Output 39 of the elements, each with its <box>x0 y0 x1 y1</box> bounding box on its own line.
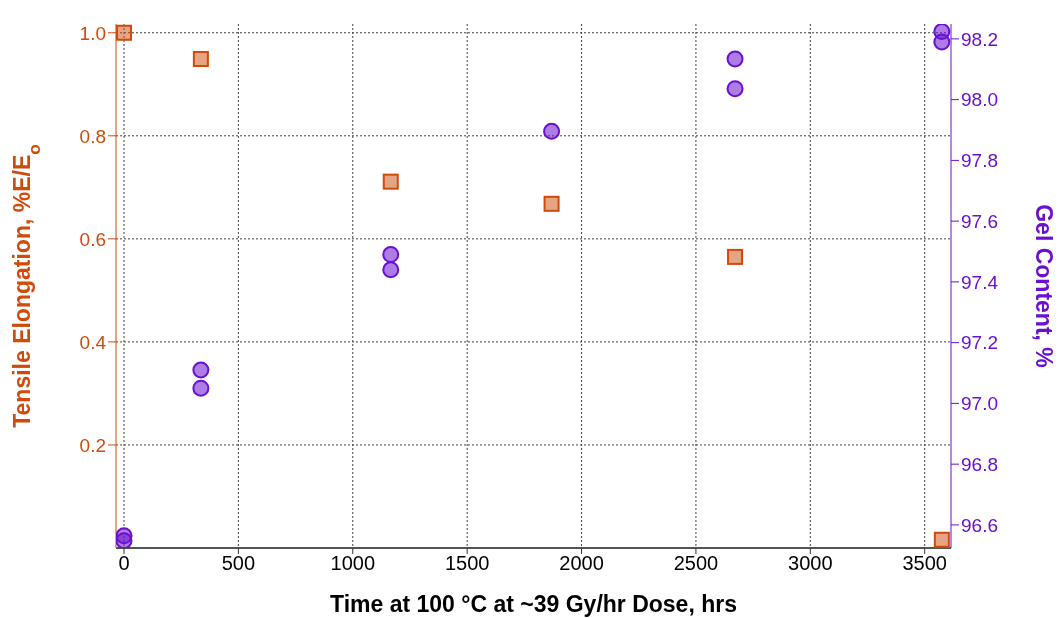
point <box>116 532 133 548</box>
point <box>192 51 209 68</box>
y2-tick-label: 96.8 <box>961 453 998 475</box>
point <box>382 246 400 264</box>
y-tick-label: 0.2 <box>79 434 106 456</box>
x-tick-label: 1000 <box>330 552 376 575</box>
point <box>382 173 399 190</box>
point <box>192 379 210 397</box>
y2-tick-label: 97.6 <box>961 210 998 232</box>
point <box>543 122 561 140</box>
point <box>543 195 560 212</box>
y2-tick-label: 98.2 <box>961 28 998 50</box>
x-tick-label: 1500 <box>444 552 490 575</box>
point <box>933 531 950 548</box>
x-tick-label: 2000 <box>559 552 604 575</box>
x-tick-label: 0 <box>118 552 130 575</box>
point <box>933 33 951 51</box>
y-tick-label: 0.4 <box>79 331 107 353</box>
y2-tick-label: 96.6 <box>961 514 998 536</box>
point <box>192 361 210 379</box>
point <box>726 50 744 68</box>
point <box>116 24 133 41</box>
x-tick-label: 2500 <box>673 552 719 575</box>
y2-axis-title: Gel Content, % <box>1031 204 1057 368</box>
x-tick-label: 500 <box>221 552 256 575</box>
point <box>727 248 744 265</box>
y2-tick-label: 97.2 <box>961 332 998 354</box>
y-tick-label: 0.8 <box>79 125 106 147</box>
x-axis-title: Time at 100 °C at ~39 Gy/hr Dose, hrs <box>330 591 737 617</box>
y2-tick-label: 97.0 <box>961 393 998 415</box>
y2-tick-label: 98.0 <box>961 89 998 111</box>
y2-tick-label: 97.8 <box>961 150 998 172</box>
x-tick-label: 3500 <box>902 552 947 575</box>
y-tick-label: 0.6 <box>79 228 106 250</box>
point <box>726 80 744 98</box>
x-tick-label: 3000 <box>788 552 833 575</box>
point <box>382 261 400 279</box>
y-tick-label: 1.0 <box>79 22 106 44</box>
y2-tick-label: 97.4 <box>961 271 999 293</box>
